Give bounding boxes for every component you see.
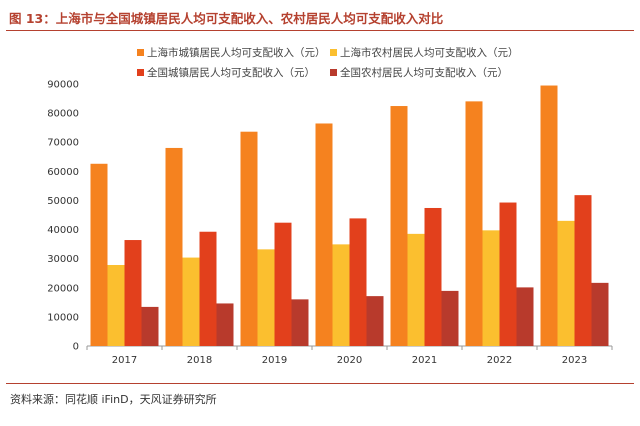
- legend: 上海市城镇居民人均可支配收入（元） 上海市农村居民人均可支配收入（元） 全国城镇居民…: [137, 46, 519, 79]
- title-divider: [6, 30, 634, 31]
- legend-swatch: [137, 69, 144, 76]
- x-tick-label: 2020: [337, 355, 362, 366]
- legend-label: 全国农村居民人均可支配收入（元）: [340, 66, 508, 79]
- y-tick-label: 10000: [47, 312, 79, 323]
- bar: [124, 240, 142, 346]
- bar: [349, 218, 367, 346]
- y-tick-label: 40000: [47, 225, 79, 236]
- bar: [557, 220, 575, 346]
- y-tick-label: 60000: [47, 167, 79, 178]
- y-tick-label: 20000: [47, 283, 79, 294]
- x-tick-label: 2019: [262, 355, 287, 366]
- bar: [390, 106, 408, 346]
- bar: [90, 163, 108, 346]
- bars: [90, 85, 609, 346]
- y-tick-label: 50000: [47, 196, 79, 207]
- bar: [107, 264, 125, 346]
- legend-label: 上海市城镇居民人均可支配收入（元）: [147, 46, 326, 59]
- bar: [540, 85, 558, 346]
- x-tick-label: 2018: [187, 355, 212, 366]
- bar: [366, 296, 384, 346]
- y-tick-label: 70000: [47, 138, 79, 149]
- y-tick-label: 30000: [47, 254, 79, 265]
- bar: [407, 233, 425, 346]
- x-axis: 2017 2018 2019 2020 2021 2022 2023: [86, 345, 613, 366]
- source-divider: [6, 383, 634, 384]
- bar: [257, 249, 275, 346]
- figure-title: 图 13：上海市与全国城镇居民人均可支配收入、农村居民人均可支配收入对比: [9, 11, 444, 26]
- bar: [441, 290, 459, 346]
- y-tick-label: 80000: [47, 109, 79, 120]
- bar: [240, 131, 258, 346]
- x-tick-label: 2021: [412, 355, 437, 366]
- bar: [516, 287, 534, 346]
- bar: [291, 299, 309, 346]
- bar: [315, 123, 333, 346]
- x-tick-label: 2023: [562, 355, 587, 366]
- legend-swatch: [330, 49, 337, 56]
- y-tick-label: 0: [73, 342, 79, 353]
- bar: [591, 282, 609, 346]
- bar: [141, 306, 159, 346]
- bar: [182, 257, 200, 346]
- bar: [465, 101, 483, 346]
- bar: [199, 231, 217, 346]
- legend-swatch: [137, 49, 144, 56]
- y-axis: 0 10000 20000 30000 40000 50000 60000 70000 8000…: [47, 80, 79, 353]
- bar: [216, 303, 234, 346]
- bar: [274, 222, 292, 346]
- bar: [424, 207, 442, 346]
- bar: [482, 230, 500, 346]
- source-note: 资料来源：同花顺 iFinD，天风证券研究所: [10, 393, 217, 406]
- bar: [165, 147, 183, 346]
- x-tick-label: 2022: [487, 355, 512, 366]
- legend-label: 全国城镇居民人均可支配收入（元）: [147, 66, 315, 79]
- x-tick-label: 2017: [112, 355, 137, 366]
- bar: [332, 244, 350, 346]
- bar: [499, 202, 517, 346]
- legend-swatch: [330, 69, 337, 76]
- legend-label: 上海市农村居民人均可支配收入（元）: [340, 46, 519, 59]
- y-tick-label: 90000: [47, 80, 79, 91]
- bar-chart: 上海市城镇居民人均可支配收入（元） 上海市农村居民人均可支配收入（元） 全国城镇居民…: [47, 46, 613, 366]
- bar: [574, 195, 592, 346]
